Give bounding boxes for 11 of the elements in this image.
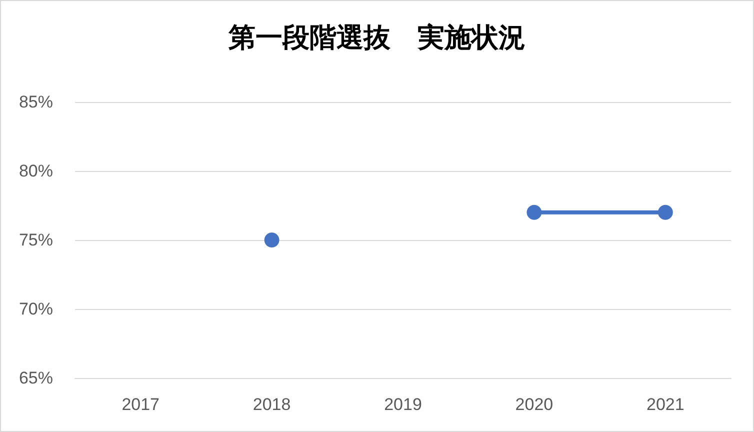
x-tick-label: 2019 [384,395,422,414]
x-tick-label: 2017 [122,395,160,414]
chart-title: 第一段階選抜 実施状況 [228,22,526,52]
y-tick-label: 85% [18,92,53,112]
x-tick-label: 2021 [646,395,684,414]
x-tick-label: 2018 [252,395,291,414]
y-tick-label: 70% [18,300,53,318]
y-tick-label: 75% [18,230,53,250]
y-tick-label: 80% [18,162,53,180]
y-tick-label: 65% [18,368,53,388]
x-tick-label: 2020 [515,395,554,414]
